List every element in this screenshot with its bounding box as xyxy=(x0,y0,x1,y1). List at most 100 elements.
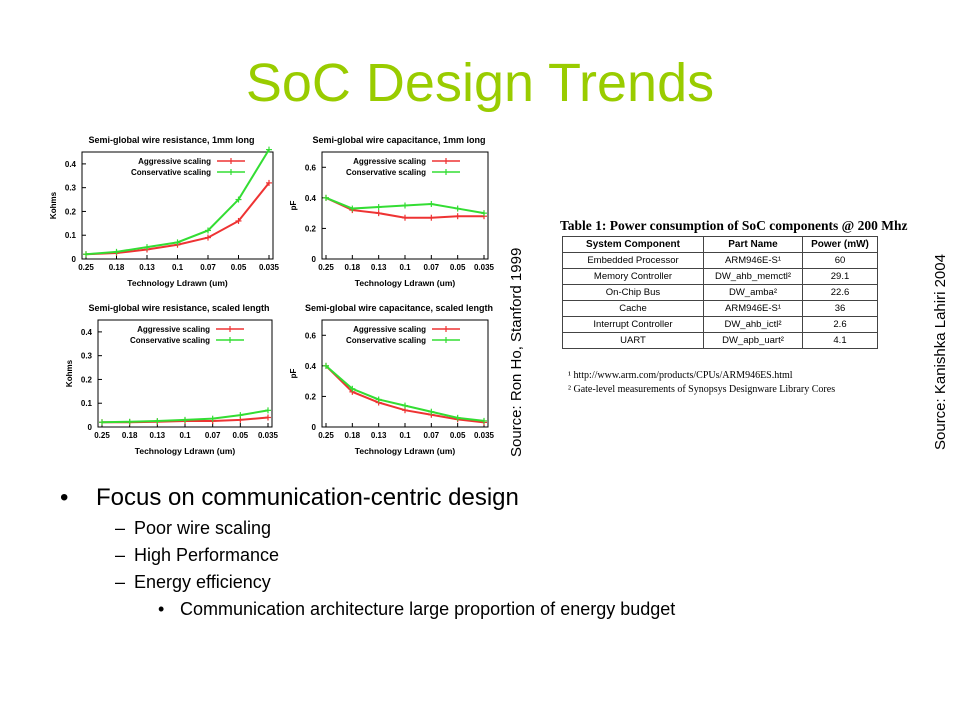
x-tick-label: 0.18 xyxy=(345,431,361,440)
legend-label: Aggressive scaling xyxy=(138,157,211,166)
y-tick-label: 0.3 xyxy=(65,184,77,193)
table-cell: 22.6 xyxy=(802,284,878,301)
sub-bullet: – Energy efficiency xyxy=(115,572,271,592)
x-tick-label: 0.25 xyxy=(318,263,334,272)
x-axis-label: Technology Ldrawn (um) xyxy=(355,278,456,288)
chart-title: Semi-global wire capacitance, scaled len… xyxy=(305,303,493,313)
y-tick-label: 0.6 xyxy=(305,163,317,172)
y-axis-label: Kohms xyxy=(65,359,74,387)
table-row: Cache ARM946E-S¹ 36 xyxy=(562,300,878,317)
chart-title: Semi-global wire resistance, 1mm long xyxy=(88,135,254,145)
x-tick-label: 0.25 xyxy=(94,431,110,440)
chart-resistance-1mm: Semi-global wire resistance, 1mm long 0 0.… xyxy=(40,130,285,295)
chart-title: Semi-global wire resistance, scaled leng… xyxy=(88,303,269,313)
source-ron-ho: Source: Ron Ho, Stanford 1999 xyxy=(508,247,525,457)
slide-title: SoC Design Trends xyxy=(245,53,715,113)
table-cell: 29.1 xyxy=(802,268,878,285)
table-cell: DW_ahb_ictl² xyxy=(703,316,803,333)
x-tick-label: 0.07 xyxy=(424,263,440,272)
x-axis-label: Technology Ldrawn (um) xyxy=(127,278,228,288)
table-cell: DW_amba² xyxy=(703,284,803,301)
x-tick-label: 0.25 xyxy=(78,263,94,272)
chart-capacitance-scaled-svg: Semi-global wire capacitance, scaled len… xyxy=(289,303,495,456)
header-part-name: Part Name xyxy=(703,236,803,253)
chart-resistance-scaled-svg: Semi-global wire resistance, scaled leng… xyxy=(65,303,279,456)
table-cell: Embedded Processor xyxy=(562,252,704,269)
series-line xyxy=(325,365,485,424)
table-cell: 2.6 xyxy=(802,316,878,333)
x-tick-label: 0.13 xyxy=(139,263,155,272)
sub-bullet-text: Energy efficiency xyxy=(134,572,271,592)
y-tick-label: 0 xyxy=(88,423,93,432)
x-tick-label: 0.035 xyxy=(474,431,495,440)
table-footnote-2: ² Gate-level measurements of Synopsys De… xyxy=(568,384,836,395)
x-tick-label: 0.035 xyxy=(474,263,495,272)
y-tick-label: 0.1 xyxy=(81,399,93,408)
table-cell: DW_ahb_memctl² xyxy=(703,268,803,285)
chart-resistance-scaled: Semi-global wire resistance, scaled leng… xyxy=(56,298,284,463)
y-tick-label: 0.2 xyxy=(305,392,317,401)
y-tick-label: 0.4 xyxy=(65,160,77,169)
x-tick-label: 0.035 xyxy=(258,431,279,440)
y-tick-label: 0.1 xyxy=(65,231,77,240)
y-tick-label: 0.2 xyxy=(305,224,317,233)
header-power: Power (mW) xyxy=(802,236,878,253)
table-cell: DW_apb_uart² xyxy=(703,332,803,349)
legend-label: Conservative scaling xyxy=(131,168,211,177)
y-tick-label: 0.3 xyxy=(81,352,93,361)
x-tick-label: 0.13 xyxy=(150,431,166,440)
legend-label: Conservative scaling xyxy=(346,168,426,177)
source-kanishka-lahiri: Source: Kanishka Lahiri 2004 xyxy=(932,254,949,450)
sub-bullet-text: High Performance xyxy=(134,545,280,565)
table-cell: ARM946E-S¹ xyxy=(703,300,803,317)
table-row: Memory Controller DW_ahb_memctl² 29.1 xyxy=(562,268,878,285)
legend-label: Aggressive scaling xyxy=(137,325,210,334)
x-tick-label: 0.18 xyxy=(345,263,361,272)
table-cell: On-Chip Bus xyxy=(562,284,704,301)
y-tick-label: 0 xyxy=(72,255,77,264)
x-tick-label: 0.07 xyxy=(424,431,440,440)
y-tick-label: 0.4 xyxy=(305,194,317,203)
legend-label: Conservative scaling xyxy=(346,336,426,345)
chart-resistance-1mm-svg: Semi-global wire resistance, 1mm long00.… xyxy=(49,135,280,288)
table-row: UART DW_apb_uart² 4.1 xyxy=(562,332,878,349)
legend-label: Aggressive scaling xyxy=(353,157,426,166)
sub-sub-bullet: • Communication architecture large propor… xyxy=(158,599,676,619)
table-header-row: System Component Part Name Power (mW) xyxy=(562,236,878,253)
table-caption: Table 1: Power consumption of SoC compon… xyxy=(560,218,908,233)
x-tick-label: 0.07 xyxy=(200,263,216,272)
table-footnote-1: ¹ http://www.arm.com/products/CPUs/ARM94… xyxy=(568,370,793,381)
table-cell: Interrupt Controller xyxy=(562,316,704,333)
y-tick-label: 0.2 xyxy=(65,207,77,216)
table-cell: 36 xyxy=(802,300,878,317)
x-axis-label: Technology Ldrawn (um) xyxy=(355,446,456,456)
x-axis-label: Technology Ldrawn (um) xyxy=(135,446,236,456)
header-system-component: System Component xyxy=(562,236,704,253)
bullet-list: • Focus on communication-centric design –… xyxy=(60,484,675,625)
x-tick-label: 0.13 xyxy=(371,263,387,272)
x-tick-label: 0.18 xyxy=(109,263,125,272)
table-cell: 60 xyxy=(802,252,878,269)
bullet-main-text: Focus on communication-centric design xyxy=(96,484,519,511)
chart-capacitance-1mm: Semi-global wire capacitance, 1mm long 0 0… xyxy=(280,130,500,295)
sub-bullet-text: Poor wire scaling xyxy=(134,518,272,538)
legend-label: Conservative scaling xyxy=(130,336,210,345)
x-tick-label: 0.18 xyxy=(122,431,138,440)
x-tick-label: 0.05 xyxy=(450,263,466,272)
x-tick-label: 0.1 xyxy=(179,431,191,440)
y-axis-label: pF xyxy=(289,201,298,211)
x-tick-label: 0.25 xyxy=(318,431,334,440)
y-tick-label: 0.6 xyxy=(305,331,317,340)
power-table: System Component Part Name Power (mW) Em… xyxy=(562,236,878,349)
table-row: Embedded Processor ARM946E-S¹ 60 xyxy=(562,252,878,269)
y-tick-label: 0.2 xyxy=(81,375,93,384)
x-tick-label: 0.05 xyxy=(233,431,249,440)
sub-bullet: – Poor wire scaling xyxy=(115,518,272,538)
y-tick-label: 0 xyxy=(312,423,317,432)
y-tick-label: 0.4 xyxy=(305,362,317,371)
table-cell: Memory Controller xyxy=(562,268,704,285)
bullet-main: • Focus on communication-centric design xyxy=(60,484,519,511)
y-tick-label: 0 xyxy=(312,255,317,264)
chart-capacitance-scaled: Semi-global wire capacitance, scaled len… xyxy=(280,298,500,463)
power-table-panel: Table 1: Power consumption of SoC compon… xyxy=(540,210,925,405)
